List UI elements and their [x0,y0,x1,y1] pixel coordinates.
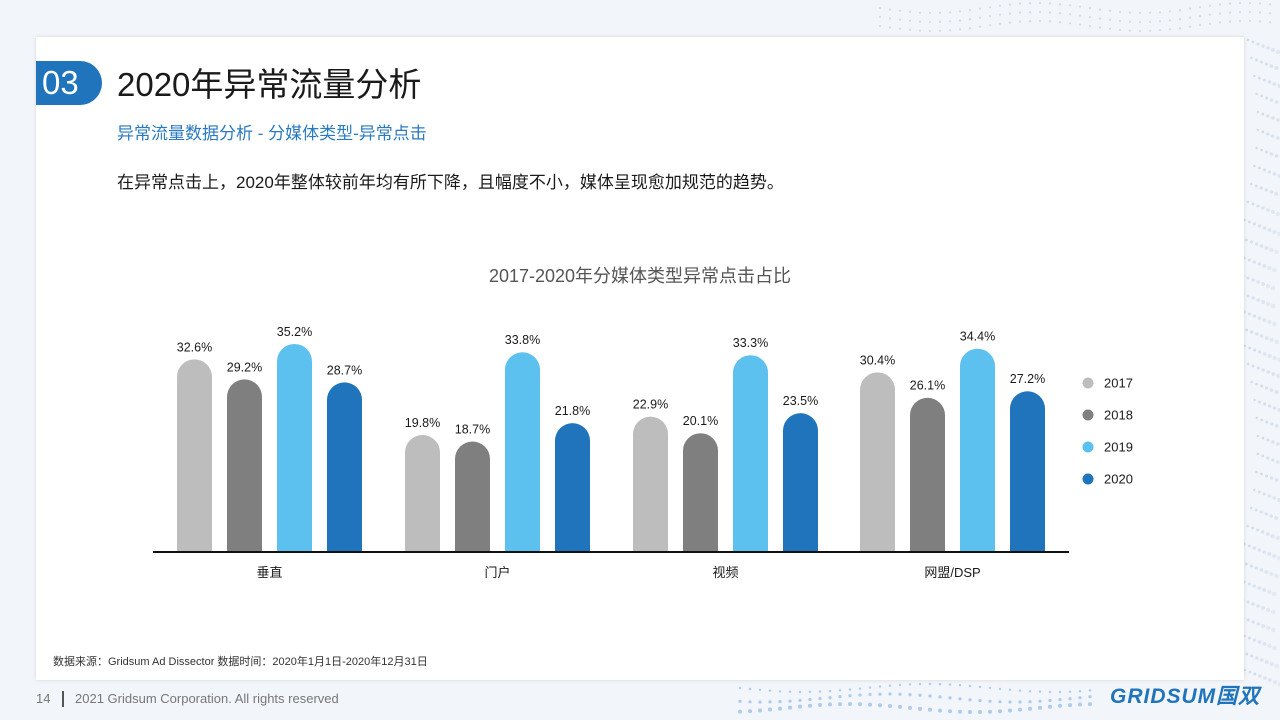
chart-title: 2017-2020年分媒体类型异常点击占比 [488,266,792,286]
bar-2019-3 [960,348,995,552]
data-label-2018-0: 29.2% [227,360,262,374]
legend-label-2020: 2020 [1104,472,1133,487]
page-subtitle: 异常流量数据分析 - 分媒体类型-异常点击 [117,124,427,143]
data-label-2017-1: 19.8% [405,416,440,430]
bar-2018-2 [683,433,718,552]
bar-2019-0 [277,343,312,552]
category-label-1: 门户 [484,565,510,580]
legend-marker-2017 [1082,377,1094,389]
bar-2020-2 [783,413,818,552]
data-label-2019-1: 33.8% [505,333,540,347]
data-label-2019-3: 34.4% [960,330,995,344]
bar-2018-1 [455,441,490,552]
data-label-2020-2: 23.5% [783,394,818,408]
legend-label-2017: 2017 [1104,376,1133,391]
bar-2018-0 [227,379,262,552]
bar-2019-2 [733,355,768,552]
footer-divider [62,691,64,707]
data-label-2020-3: 27.2% [1010,372,1045,386]
data-label-2017-0: 32.6% [177,340,212,354]
data-label-2018-2: 20.1% [683,414,718,428]
data-label-2017-3: 30.4% [860,353,895,367]
summary-text: 在异常点击上，2020年整体较前年均有所下降，且幅度不小，媒体呈现愈加规范的趋势… [117,173,784,192]
category-label-2: 视频 [712,565,738,580]
bar-2017-1 [405,434,440,552]
bar-2019-1 [505,352,540,552]
bar-2017-2 [633,416,668,552]
copyright-text: 2021 Gridsum Corporation. All rights res… [75,691,339,706]
legend-marker-2018 [1082,409,1094,421]
bar-2017-3 [860,372,895,552]
category-label-0: 垂直 [256,565,282,580]
bar-2017-0 [177,359,212,552]
data-label-2017-2: 22.9% [633,398,668,412]
page-title: 2020年异常流量分析 [117,66,422,103]
bar-2018-3 [910,397,945,552]
legend-marker-2020 [1082,473,1094,485]
data-label-2020-1: 21.8% [555,404,590,418]
legend-label-2018: 2018 [1104,408,1133,423]
category-label-3: 网盟/DSP [924,565,980,580]
data-label-2019-0: 35.2% [277,325,312,339]
data-label-2018-3: 26.1% [910,379,945,393]
section-number-badge: 03 [36,61,102,105]
bar-2020-3 [1010,391,1045,552]
data-label-2020-0: 28.7% [327,363,362,377]
data-label-2018-1: 18.7% [455,422,490,436]
bar-2020-0 [327,382,362,552]
page-number: 14 [36,691,51,706]
bar-2020-1 [555,423,590,552]
content-card [36,37,1244,680]
data-source-note: 数据来源：Gridsum Ad Dissector 数据时间：2020年1月1日… [53,656,428,668]
data-label-2019-2: 33.3% [733,336,768,350]
legend-label-2019: 2019 [1104,440,1133,455]
gridsum-logo: GRIDSUM国双 [1110,685,1261,708]
legend-marker-2019 [1082,441,1094,453]
